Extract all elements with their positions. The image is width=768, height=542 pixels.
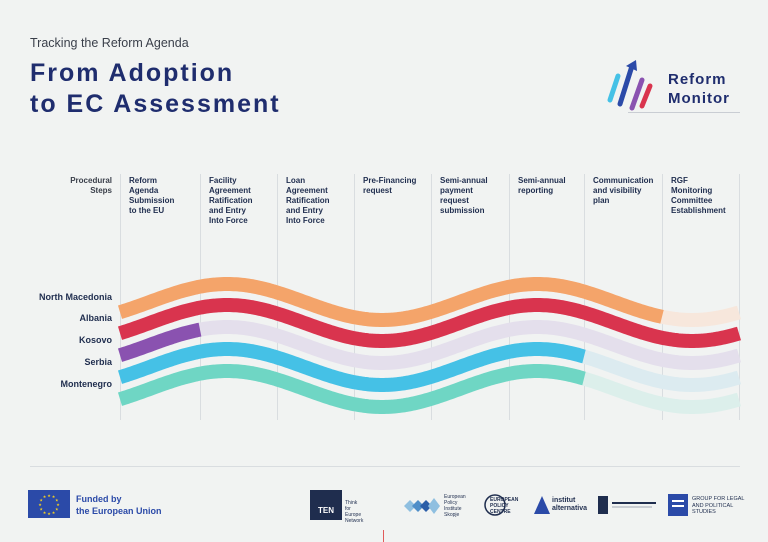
step-header-line: Agreement	[286, 186, 328, 195]
step-header-5: Semi-annual payment request submission	[440, 176, 512, 216]
step-header-line: RGF	[671, 176, 688, 185]
step-header-4: Pre-Financing request	[363, 176, 435, 196]
epc-name: EUROPEAN POLICY CENTRE	[490, 497, 519, 515]
step-header-line: Ratification	[286, 196, 330, 205]
step-header-line: Into Force	[209, 216, 248, 225]
epi-logo-icon	[404, 498, 440, 514]
step-divider	[354, 174, 355, 420]
step-header-line: and visibility	[593, 186, 642, 195]
step-header-line: Facility	[209, 176, 237, 185]
step-divider	[509, 174, 510, 420]
eu-star-icon: ★	[52, 510, 56, 515]
step-divider	[200, 174, 201, 420]
eu-star-icon: ★	[43, 494, 47, 499]
glps-logo-icon	[668, 494, 688, 516]
eu-flag-icon: ★ ★ ★ ★ ★ ★ ★ ★ ★ ★ ★ ★	[28, 490, 70, 518]
logo-line-2: Monitor	[668, 90, 730, 107]
ribbon-completed	[117, 298, 742, 348]
step-header-line: submission	[440, 206, 485, 215]
step-header-line: Monitoring	[671, 186, 713, 195]
logo-divider	[628, 112, 740, 113]
step-header-line: Ratification	[209, 196, 253, 205]
bottom-marker	[383, 530, 384, 542]
eu-star-icon: ★	[55, 507, 59, 512]
step-divider	[120, 174, 121, 420]
ribbon-completed	[117, 364, 586, 414]
step-header-3: Loan Agreement Ratification and Entry Into F…	[286, 176, 356, 226]
step-header-line: payment	[440, 186, 473, 195]
ten-logo: TEN	[310, 490, 342, 520]
page-kicker: Tracking the Reform Agenda	[30, 36, 189, 50]
eu-star-icon: ★	[47, 511, 51, 516]
step-header-1: Reform Agenda Submission to the EU	[129, 176, 201, 216]
country-label: Kosovo	[78, 335, 112, 345]
logo-line-1: Reform	[668, 71, 727, 88]
footer-divider	[30, 466, 740, 467]
country-label: Albania	[79, 313, 112, 323]
page-title: From Adoption to EC Assessment	[30, 58, 281, 120]
eu-star-icon: ★	[55, 498, 59, 503]
step-header-line: Communication	[593, 176, 654, 185]
country-label: Montenegro	[60, 379, 113, 389]
step-header-line: Establishment	[671, 206, 726, 215]
title-line-2: to EC Assessment	[30, 90, 281, 118]
steps-axis-label: Procedural Steps	[70, 176, 112, 195]
country-label: North Macedonia	[38, 292, 112, 302]
step-header-line: Agenda	[129, 186, 159, 195]
ribbon-completed	[117, 322, 202, 362]
eu-star-icon: ★	[39, 507, 43, 512]
title-line-1: From Adoption	[30, 59, 235, 87]
step-header-line: to the EU	[129, 206, 165, 215]
ribbon-remaining	[117, 320, 742, 370]
epi-name: European Policy Institute Skopje	[444, 494, 466, 518]
step-header-line: Reform	[129, 176, 158, 185]
isac-logo-icon	[598, 496, 656, 514]
ribbon-completed	[117, 342, 586, 392]
eu-star-icon: ★	[47, 493, 51, 498]
step-header-line: Agreement	[209, 186, 251, 195]
funding-statement: Funded by the European Union	[76, 494, 162, 516]
alternativa-name: institut alternativa	[552, 497, 588, 512]
eu-star-icon: ★	[43, 510, 47, 515]
step-header-line: Committee	[671, 196, 713, 205]
step-header-2: Facility Agreement Ratification and Entry In…	[209, 176, 279, 226]
step-header-line: Semi-annual	[440, 176, 488, 185]
step-header-line: Semi-annual	[518, 176, 566, 185]
country-label: Serbia	[84, 357, 112, 367]
logo-wordmark: Reform Monitor	[668, 70, 730, 108]
step-header-line: reporting	[518, 186, 554, 195]
step-divider	[662, 174, 663, 420]
step-header-7: Communication and visibility plan	[593, 176, 665, 206]
step-header-line: and Entry	[286, 206, 323, 215]
eu-star-icon: ★	[39, 498, 43, 503]
ten-tagline: Think for Europe Network	[345, 500, 364, 524]
ribbon-completed	[117, 277, 664, 327]
step-divider	[739, 174, 740, 420]
step-header-line: request	[363, 186, 392, 195]
eu-star-icon: ★	[52, 494, 56, 499]
step-divider	[431, 174, 432, 420]
step-header-line: request	[440, 196, 469, 205]
step-header-line: plan	[593, 196, 610, 205]
glps-name: GROUP FOR LEGAL AND POLITICAL STUDIES	[692, 496, 745, 515]
step-header-line: Loan	[286, 176, 306, 185]
eu-star-icon: ★	[38, 502, 42, 507]
step-header-line: Submission	[129, 196, 175, 205]
step-header-line: Pre-Financing	[363, 176, 417, 185]
alternativa-logo-icon	[534, 496, 550, 514]
step-header-line: Into Force	[286, 216, 325, 225]
step-header-8: RGF Monitoring Committee Establishment	[671, 176, 743, 216]
step-header-line: and Entry	[209, 206, 246, 215]
step-header-6: Semi-annual reporting	[518, 176, 586, 196]
eu-star-icon: ★	[56, 502, 60, 507]
reform-monitor-arrow-icon	[607, 60, 653, 111]
epc-logo-icon	[484, 494, 506, 516]
